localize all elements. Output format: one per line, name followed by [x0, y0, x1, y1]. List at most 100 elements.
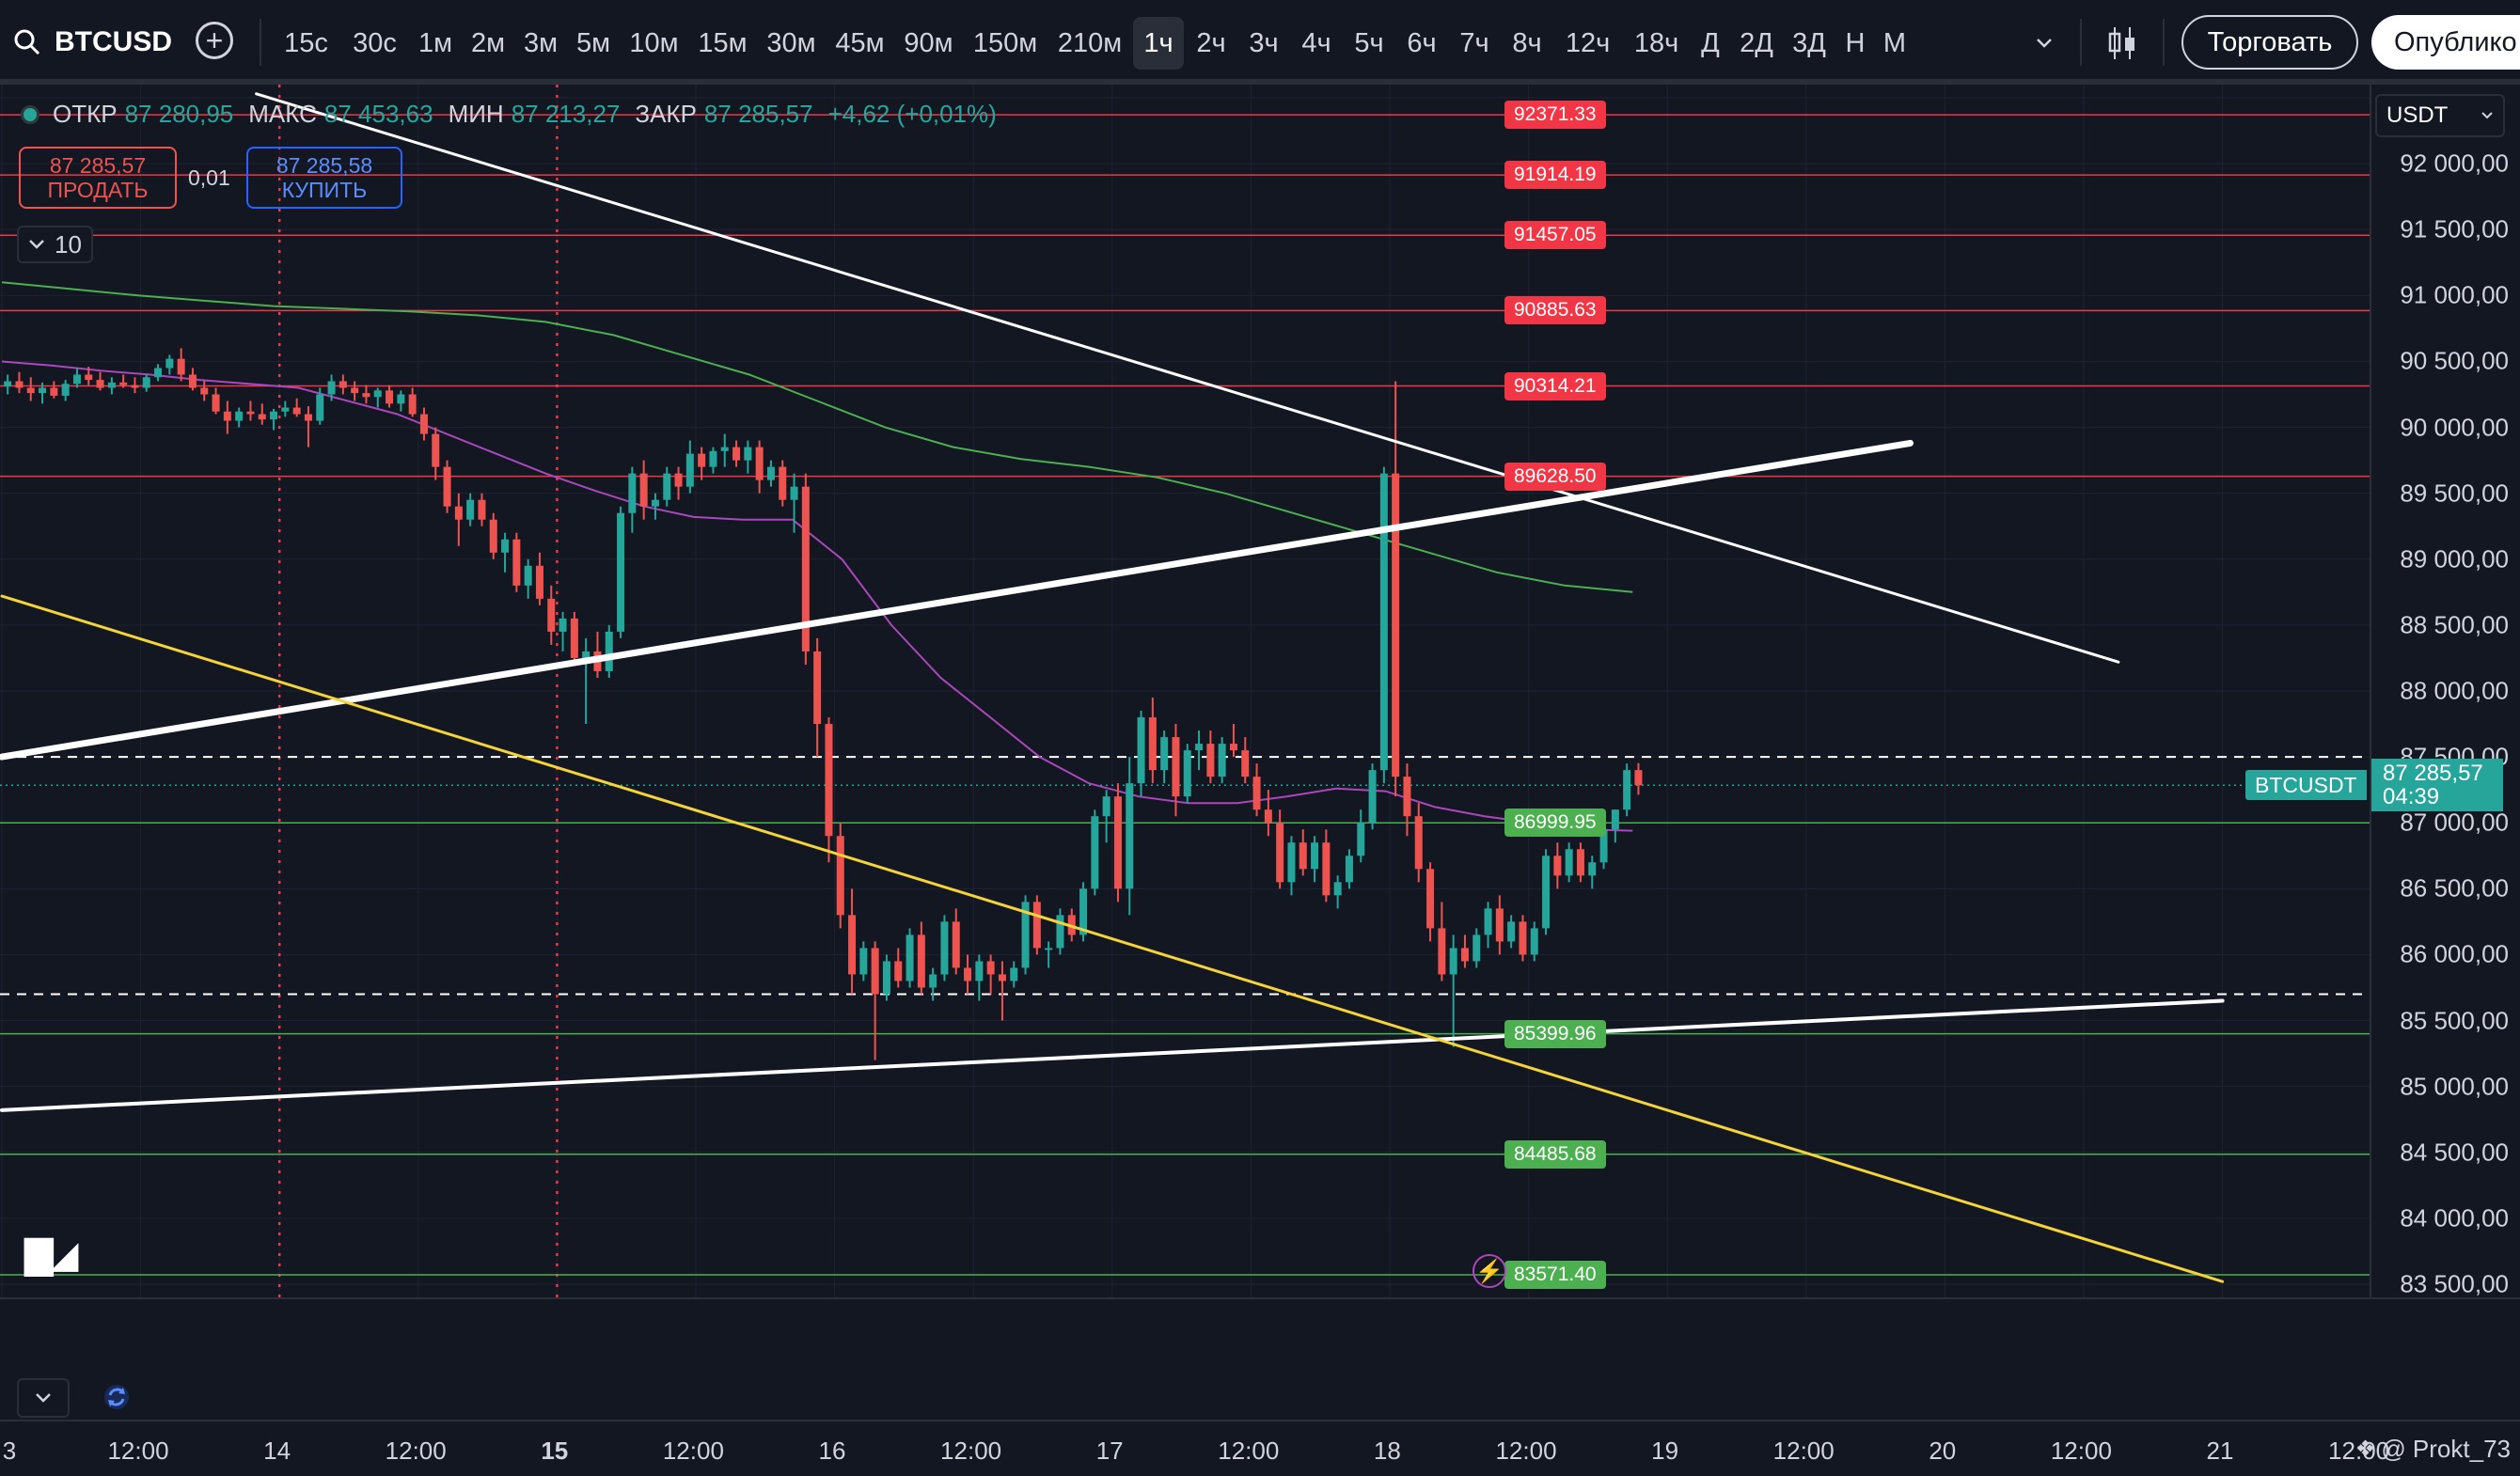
candle-body: [1345, 856, 1353, 883]
candle-body: [685, 453, 694, 487]
interval-15[interactable]: 3ч: [1249, 27, 1279, 58]
interval-23[interactable]: Д: [1701, 27, 1720, 58]
trendline[interactable]: [0, 998, 2225, 1112]
high-value: 87 453,63: [323, 100, 433, 128]
interval-18[interactable]: 6ч: [1407, 27, 1437, 58]
sell-price: 87 285,57: [49, 152, 147, 178]
candle-type-icon[interactable]: [2099, 17, 2146, 70]
high-label: МАКС: [248, 100, 317, 128]
candle-body: [698, 453, 706, 467]
candle-body: [478, 499, 486, 520]
chart-canvas[interactable]: [0, 85, 2370, 1297]
candle-body: [582, 651, 591, 658]
candle-body: [200, 387, 209, 395]
interval-7[interactable]: 15м: [698, 27, 748, 58]
resistance-level-label[interactable]: 91914.19: [1504, 161, 1606, 190]
interval-13[interactable]: 1ч: [1133, 17, 1184, 70]
trade-button[interactable]: Торговать: [2181, 15, 2358, 70]
visibility-dot-icon[interactable]: [21, 104, 39, 124]
candle-body: [316, 394, 324, 421]
candle-body: [397, 394, 405, 404]
interval-9[interactable]: 45м: [835, 27, 885, 58]
candle-body: [1611, 809, 1619, 830]
interval-27[interactable]: М: [1882, 27, 1907, 58]
author-watermark: ❖ @ Prokt_73: [2355, 1435, 2511, 1464]
candle-body: [1287, 842, 1296, 883]
candle-body: [351, 387, 359, 394]
support-level-label[interactable]: 85399.96: [1504, 1019, 1606, 1048]
candle-body: [906, 934, 914, 981]
candle-body: [1183, 750, 1191, 797]
candle-body: [131, 385, 139, 388]
currency-select[interactable]: USDT: [2375, 94, 2505, 137]
interval-10[interactable]: 90м: [904, 27, 953, 58]
candle-body: [1333, 882, 1342, 896]
symbol-search[interactable]: BTCUSD: [13, 17, 172, 68]
interval-12[interactable]: 210м: [1057, 27, 1123, 58]
interval-20[interactable]: 8ч: [1512, 27, 1542, 58]
chevron-down-icon[interactable]: [2029, 17, 2059, 70]
chart-pane[interactable]: 92371.33 91914.19 91457.05 90885.63 90314.21…: [0, 85, 2370, 1297]
candle-body: [235, 411, 244, 421]
buy-button[interactable]: 87 285,58 КУПИТЬ: [246, 147, 402, 209]
last-price-value: 87 285,57: [2383, 761, 2483, 787]
support-level-label[interactable]: 83571.40: [1504, 1260, 1606, 1289]
sell-button[interactable]: 87 285,57 ПРОДАТЬ: [19, 147, 177, 209]
interval-25[interactable]: 3Д: [1792, 27, 1826, 58]
interval-16[interactable]: 4ч: [1301, 27, 1331, 58]
candle-body: [443, 466, 451, 507]
collapse-panel-button[interactable]: [17, 1378, 70, 1418]
interval-24[interactable]: 2Д: [1740, 27, 1773, 58]
compare-add-button[interactable]: +: [196, 22, 233, 59]
price-axis[interactable]: 92 000,00 91 500,00 91 000,00 90 500,00 90 0…: [2370, 85, 2520, 1297]
candle-body: [894, 961, 903, 981]
interval-11[interactable]: 150м: [972, 27, 1038, 58]
interval-4[interactable]: 3м: [523, 27, 559, 58]
interval-26[interactable]: Н: [1845, 27, 1866, 58]
support-level-label[interactable]: 86999.95: [1504, 809, 1606, 838]
bar-countdown: 04:39: [2383, 784, 2440, 810]
resistance-level-label[interactable]: 90314.21: [1504, 371, 1606, 400]
lightning-icon[interactable]: ⚡: [1473, 1254, 1506, 1288]
interval-1[interactable]: 30с: [353, 27, 397, 58]
price-tick: 86 500,00: [2400, 873, 2509, 903]
close-value: 87 285,57: [703, 100, 813, 128]
candle-body: [766, 466, 775, 480]
time-tick: 20: [1929, 1437, 1957, 1465]
time-tick: 12:00: [107, 1437, 169, 1465]
interval-8[interactable]: 30м: [766, 27, 816, 58]
toolbar-divider: [2163, 19, 2165, 66]
interval-3[interactable]: 2м: [470, 27, 506, 58]
trendline[interactable]: [255, 92, 2120, 664]
candle-body: [744, 447, 752, 461]
resistance-level-label[interactable]: 91457.05: [1504, 221, 1606, 250]
interval-19[interactable]: 7ч: [1459, 27, 1489, 58]
interval-14[interactable]: 2ч: [1196, 27, 1226, 58]
time-tick: 3: [2, 1437, 17, 1465]
candle-body: [1079, 888, 1088, 935]
interval-0[interactable]: 15с: [284, 27, 328, 58]
indicators-toggle[interactable]: 10: [17, 226, 93, 263]
ma-fast-line: [1, 360, 1633, 832]
resistance-level-label[interactable]: 90885.63: [1504, 296, 1606, 325]
support-level-label[interactable]: 84485.68: [1504, 1139, 1606, 1169]
trendline[interactable]: [0, 439, 1914, 761]
top-toolbar: BTCUSD + 15с 30с 1м 2м 3м 5м 10м 15м 30м 45м 90м 15…: [0, 0, 2520, 85]
time-tick: 12:00: [2328, 1437, 2390, 1465]
candle-body: [212, 394, 220, 412]
interval-21[interactable]: 12ч: [1565, 27, 1611, 58]
interval-5[interactable]: 5м: [575, 27, 611, 58]
interval-6[interactable]: 10м: [629, 27, 679, 58]
time-axis[interactable]: 3 12:00 14 12:00 15 12:00 16 12:00 17 12:00 18 12:0…: [0, 1420, 2520, 1476]
trendline[interactable]: [0, 594, 2225, 1283]
candle-body: [188, 374, 197, 388]
interval-22[interactable]: 18ч: [1633, 27, 1679, 58]
resistance-level-label[interactable]: 92371.33: [1504, 101, 1606, 130]
candle-body: [292, 407, 301, 415]
sync-icon[interactable]: [102, 1382, 132, 1412]
time-tick: 15: [541, 1437, 569, 1465]
resistance-level-label[interactable]: 89628.50: [1504, 462, 1606, 491]
interval-17[interactable]: 5ч: [1354, 27, 1384, 58]
publish-button[interactable]: Опублико: [2371, 15, 2520, 70]
interval-2[interactable]: 1м: [417, 27, 453, 58]
